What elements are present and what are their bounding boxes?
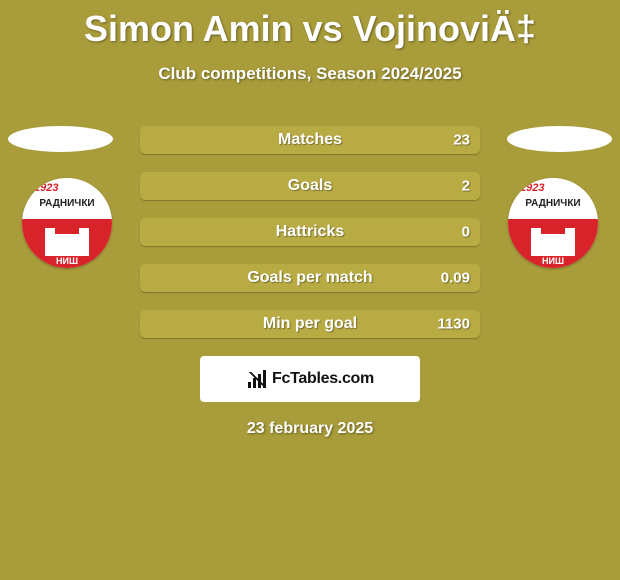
brand-text: FcTables.com	[272, 370, 374, 388]
club-badge-top: 1923 РАДНИЧКИ	[508, 178, 598, 219]
club-badge-sub: НИШ	[22, 256, 112, 266]
club-badge-sub: НИШ	[508, 256, 598, 266]
date-text: 23 february 2025	[140, 420, 480, 438]
club-badge-year: 1923	[34, 182, 58, 194]
stat-bar-goals: Goals 2	[140, 172, 480, 200]
club-badge-bottom: НИШ	[22, 219, 112, 269]
club-badge-top: 1923 РАДНИЧКИ	[22, 178, 112, 219]
stat-right-value: 0	[462, 224, 470, 241]
page-subtitle: Club competitions, Season 2024/2025	[0, 64, 620, 84]
stat-right-value: 1130	[437, 316, 470, 333]
stat-bar-matches: Matches 23	[140, 126, 480, 154]
club-badge-name: РАДНИЧКИ	[22, 198, 112, 209]
stat-label: Goals per match	[247, 269, 372, 287]
stat-bar-goals-per-match: Goals per match 0.09	[140, 264, 480, 292]
club-badge-bottom: НИШ	[508, 219, 598, 269]
club-badge-castle-icon	[45, 234, 89, 256]
stat-bars: Matches 23 Goals 2 Hattricks 0 Goals per…	[140, 126, 480, 438]
club-badge-castle-icon	[531, 234, 575, 256]
stat-label: Min per goal	[263, 315, 357, 333]
player-right-ellipse	[507, 126, 612, 152]
stat-label: Matches	[278, 131, 342, 149]
page-title: Simon Amin vs VojinoviÄ‡	[0, 0, 620, 50]
page: Simon Amin vs VojinoviÄ‡ Club competitio…	[0, 0, 620, 580]
brand-box[interactable]: FcTables.com	[200, 356, 420, 402]
stat-right-value: 23	[453, 132, 470, 149]
stat-right-value: 2	[462, 178, 470, 195]
player-left-ellipse	[8, 126, 113, 152]
club-badge-left: 1923 РАДНИЧКИ НИШ	[22, 178, 112, 268]
brand-bars-icon	[246, 370, 268, 388]
stat-right-value: 0.09	[441, 270, 470, 287]
club-badge-year: 1923	[520, 182, 544, 194]
club-badge-right: 1923 РАДНИЧКИ НИШ	[508, 178, 598, 268]
stat-bar-hattricks: Hattricks 0	[140, 218, 480, 246]
stat-label: Hattricks	[276, 223, 344, 241]
stat-bar-min-per-goal: Min per goal 1130	[140, 310, 480, 338]
club-badge-name: РАДНИЧКИ	[508, 198, 598, 209]
stat-label: Goals	[288, 177, 332, 195]
